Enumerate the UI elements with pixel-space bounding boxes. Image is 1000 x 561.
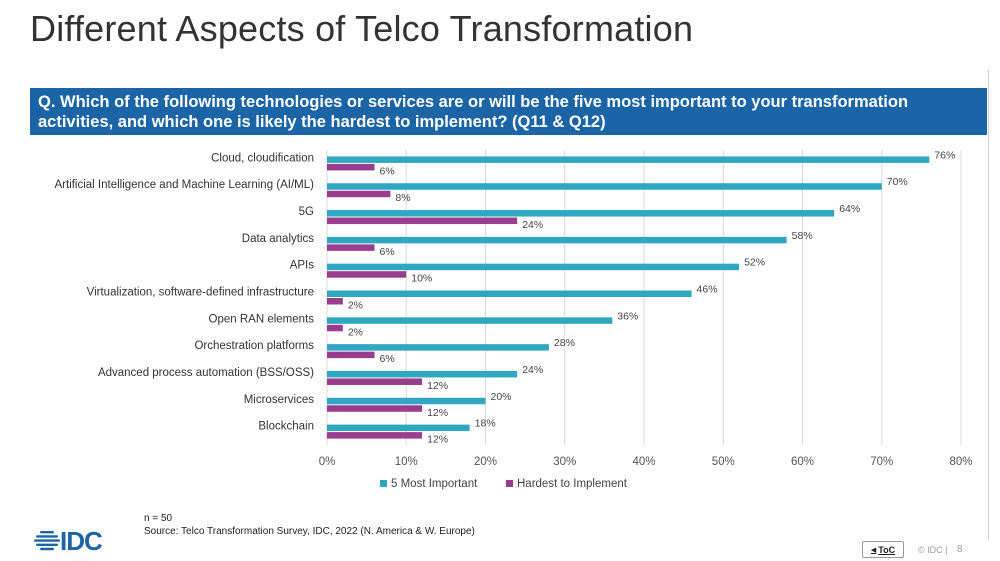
legend-swatch-most-important <box>380 480 387 487</box>
category-label: Data analytics <box>242 233 314 245</box>
data-label: 24% <box>522 364 543 376</box>
category-label: Blockchain <box>258 421 314 433</box>
question-banner: Q. Which of the following technologies o… <box>30 88 987 135</box>
category-label: Open RAN elements <box>209 313 315 325</box>
legend-swatch-hardest <box>506 480 513 487</box>
data-label: 12% <box>427 380 448 392</box>
data-label: 52% <box>744 257 765 269</box>
bar-hardest <box>327 432 423 439</box>
data-label: 8% <box>395 192 410 204</box>
globe-icon <box>34 531 60 551</box>
category-label: Orchestration platforms <box>194 340 314 352</box>
bar-most-important <box>327 290 692 297</box>
category-label: Cloud, cloudification <box>211 152 314 164</box>
data-label: 18% <box>475 418 496 430</box>
category-label: APIs <box>290 260 315 272</box>
category-label: Virtualization, software-defined infrast… <box>87 287 314 299</box>
data-label: 12% <box>427 407 448 419</box>
bar-hardest <box>327 190 391 198</box>
category-label: Microservices <box>244 394 315 406</box>
category-label: Advanced process automation (BSS/OSS) <box>98 367 314 379</box>
toc-label: ToC <box>878 544 896 555</box>
bar-most-important <box>327 210 835 217</box>
bar-most-important <box>327 424 470 432</box>
data-label: 64% <box>839 203 860 215</box>
data-label: 2% <box>348 326 363 338</box>
data-label: 6% <box>380 246 395 258</box>
bar-most-important <box>327 344 549 351</box>
data-label: 6% <box>380 353 395 365</box>
x-tick-label: 70% <box>870 456 893 468</box>
data-label: 58% <box>792 230 813 242</box>
bar-hardest <box>327 163 375 171</box>
data-label: 76% <box>934 149 955 161</box>
toc-arrow-icon: ◀ <box>870 546 877 554</box>
x-tick-label: 50% <box>712 456 735 468</box>
source-note: Source: Telco Transformation Survey, IDC… <box>144 525 475 537</box>
data-label: 70% <box>887 176 908 188</box>
data-label: 46% <box>697 284 718 296</box>
x-tick-label: 80% <box>949 456 972 468</box>
bar-hardest <box>327 351 375 359</box>
bar-hardest <box>327 217 518 225</box>
legend-label: 5 Most Important <box>391 478 478 490</box>
data-label: 12% <box>427 434 448 446</box>
x-tick-label: 20% <box>474 456 497 468</box>
legend-label: Hardest to Implement <box>517 478 628 490</box>
x-tick-label: 0% <box>319 456 336 468</box>
x-tick-label: 30% <box>553 456 576 468</box>
data-label: 24% <box>522 219 543 231</box>
data-label: 10% <box>411 273 432 285</box>
bar-most-important <box>327 263 740 271</box>
bar-hardest <box>327 378 423 385</box>
bar-hardest <box>327 405 423 412</box>
data-label: 6% <box>380 165 395 177</box>
x-tick-label: 60% <box>791 456 814 468</box>
idc-logo: IDC <box>34 525 103 556</box>
bar-most-important <box>327 370 518 378</box>
sample-size-note: n = 50 <box>144 513 173 524</box>
slide-title: Different Aspects of Telco Transformatio… <box>30 8 694 49</box>
x-tick-label: 40% <box>632 456 655 468</box>
data-label: 36% <box>617 310 638 322</box>
bar-hardest <box>327 324 343 332</box>
data-label: 28% <box>554 337 575 349</box>
logo-text: IDC <box>60 525 103 556</box>
bar-most-important <box>327 236 787 244</box>
x-tick-label: 10% <box>395 456 418 468</box>
footnote: n = 50 Source: Telco Transformation Surv… <box>144 513 475 538</box>
bar-hardest <box>327 298 343 305</box>
page-number: 8 <box>957 544 963 555</box>
copyright: © IDC | <box>918 545 948 555</box>
category-label: 5G <box>299 206 314 218</box>
bar-hardest <box>327 271 407 278</box>
bar-most-important <box>327 183 882 190</box>
category-label: Artificial Intelligence and Machine Lear… <box>54 179 314 191</box>
toc-button[interactable]: ◀ ToC <box>862 541 904 558</box>
bar-most-important <box>327 317 613 324</box>
bar-most-important <box>327 397 486 405</box>
bar-hardest <box>327 244 375 251</box>
bar-most-important <box>327 156 930 163</box>
right-divider <box>988 70 989 540</box>
data-label: 2% <box>348 300 363 312</box>
data-label: 20% <box>491 391 512 403</box>
